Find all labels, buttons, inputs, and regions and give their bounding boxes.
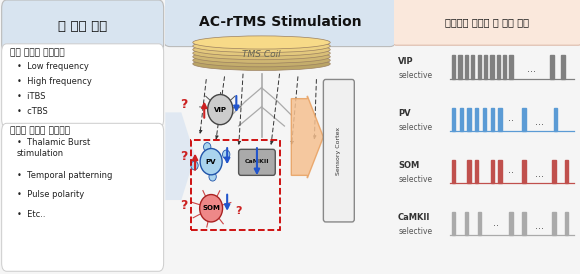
- Bar: [465, 212, 468, 235]
- Bar: [503, 56, 506, 79]
- Text: ...: ...: [535, 221, 543, 231]
- Circle shape: [209, 172, 216, 181]
- Bar: [467, 159, 471, 183]
- FancyArrow shape: [165, 112, 195, 200]
- Text: TMS Coil: TMS Coil: [242, 50, 281, 59]
- Bar: [509, 56, 513, 79]
- Ellipse shape: [193, 47, 330, 60]
- Bar: [491, 108, 494, 131]
- Bar: [554, 108, 557, 131]
- Text: ··: ··: [494, 221, 499, 231]
- Bar: [478, 212, 481, 235]
- Text: ...: ...: [535, 169, 543, 179]
- Text: ?: ?: [180, 98, 187, 111]
- Text: •  cTBS: • cTBS: [16, 107, 48, 116]
- Ellipse shape: [193, 36, 330, 49]
- Bar: [484, 56, 487, 79]
- Text: selective: selective: [398, 71, 432, 80]
- Text: ··: ··: [508, 169, 514, 179]
- Bar: [452, 56, 455, 79]
- Bar: [523, 212, 526, 235]
- Bar: [467, 108, 471, 131]
- Text: •  High frequency: • High frequency: [16, 77, 92, 86]
- FancyBboxPatch shape: [2, 44, 164, 127]
- Bar: [552, 159, 556, 183]
- Text: selective: selective: [398, 175, 432, 184]
- Circle shape: [223, 150, 230, 159]
- Circle shape: [200, 195, 223, 222]
- Bar: [471, 56, 474, 79]
- Text: •  Temporal patterning: • Temporal patterning: [16, 171, 112, 180]
- Circle shape: [191, 161, 198, 170]
- Bar: [190, 140, 280, 230]
- FancyArrow shape: [291, 96, 324, 178]
- Text: ?: ?: [180, 199, 187, 212]
- Bar: [550, 56, 554, 79]
- Bar: [490, 56, 494, 79]
- FancyBboxPatch shape: [2, 0, 164, 52]
- Ellipse shape: [193, 57, 330, 70]
- Text: 새로운 뇌자극 프로토콜: 새로운 뇌자극 프로토콜: [10, 126, 70, 135]
- Text: •  iTBS: • iTBS: [16, 92, 45, 101]
- FancyBboxPatch shape: [324, 79, 354, 222]
- Text: CaMKII: CaMKII: [245, 159, 269, 164]
- Ellipse shape: [193, 43, 330, 56]
- FancyBboxPatch shape: [163, 0, 397, 47]
- Text: SOM: SOM: [202, 205, 220, 211]
- Bar: [523, 108, 526, 131]
- Ellipse shape: [193, 50, 330, 63]
- FancyBboxPatch shape: [2, 123, 164, 271]
- FancyArrowPatch shape: [168, 148, 190, 164]
- Bar: [483, 108, 486, 131]
- Bar: [523, 159, 526, 183]
- Bar: [491, 159, 494, 183]
- Text: 신경세포 선별적 뇌 자극 기법: 신경세포 선별적 뇌 자극 기법: [445, 17, 529, 27]
- Text: ?: ?: [235, 206, 242, 216]
- FancyBboxPatch shape: [238, 149, 276, 175]
- Bar: [561, 56, 565, 79]
- Bar: [465, 56, 468, 79]
- Ellipse shape: [193, 39, 330, 53]
- Bar: [458, 56, 462, 79]
- Text: ··: ··: [508, 116, 514, 127]
- Text: selective: selective: [398, 123, 432, 132]
- Text: SOM: SOM: [398, 161, 419, 170]
- Text: •  Thalamic Burst
stimulation: • Thalamic Burst stimulation: [16, 138, 90, 158]
- Bar: [452, 159, 455, 183]
- Text: •  Low frequency: • Low frequency: [16, 62, 88, 71]
- Text: ...: ...: [535, 116, 543, 127]
- Bar: [452, 212, 455, 235]
- Text: AC-rTMS Stimulation: AC-rTMS Stimulation: [198, 15, 361, 29]
- Bar: [565, 212, 568, 235]
- Bar: [460, 108, 463, 131]
- Text: 뇌 자극 기법: 뇌 자극 기법: [58, 19, 107, 33]
- Bar: [452, 108, 455, 131]
- Text: •  Etc..: • Etc..: [16, 210, 45, 219]
- Bar: [477, 56, 481, 79]
- Bar: [565, 159, 568, 183]
- Text: ?: ?: [180, 150, 187, 163]
- Circle shape: [200, 149, 222, 175]
- Text: CaMKII: CaMKII: [398, 213, 430, 222]
- Text: VIP: VIP: [398, 57, 414, 66]
- Text: Sensory Cortex: Sensory Cortex: [336, 127, 342, 175]
- Text: VIP: VIP: [214, 107, 227, 113]
- Bar: [496, 56, 500, 79]
- Bar: [475, 108, 478, 131]
- Bar: [498, 108, 502, 131]
- Text: selective: selective: [398, 227, 432, 236]
- Text: 기존 뇌자극 프로토콜: 기존 뇌자극 프로토콜: [10, 48, 64, 57]
- Bar: [552, 212, 556, 235]
- Text: PV: PV: [398, 109, 411, 118]
- Text: PV: PV: [206, 159, 216, 165]
- Circle shape: [204, 142, 211, 151]
- Ellipse shape: [193, 54, 330, 67]
- Circle shape: [208, 95, 233, 125]
- Bar: [509, 212, 513, 235]
- Text: •  Pulse polarity: • Pulse polarity: [16, 190, 84, 199]
- Text: ...: ...: [527, 64, 536, 75]
- Bar: [498, 159, 502, 183]
- Bar: [475, 159, 478, 183]
- FancyBboxPatch shape: [392, 0, 580, 45]
